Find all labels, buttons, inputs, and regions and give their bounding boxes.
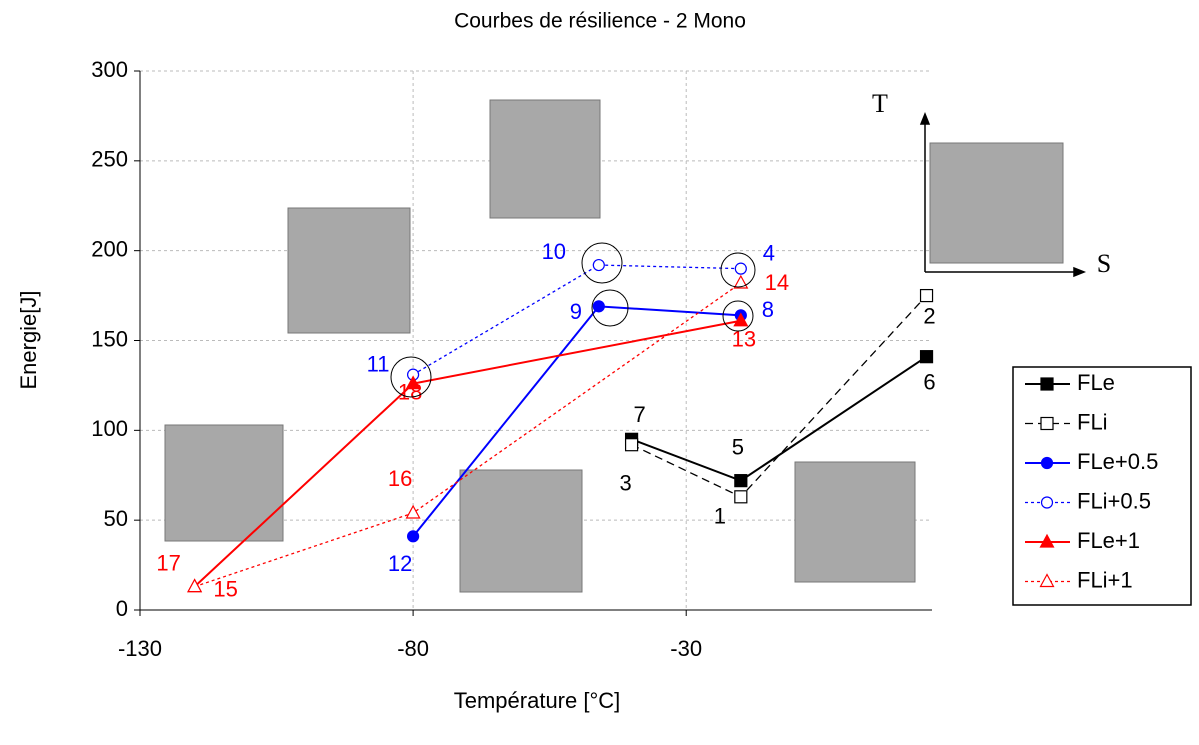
y-tick-label: 50 [104, 506, 128, 531]
point-label: 12 [388, 551, 412, 576]
point-label: 6 [923, 369, 935, 394]
point-label: 16 [388, 466, 412, 491]
highlight-circles [390, 242, 756, 398]
legend-entries: FLe FLi FLe+0.5 FLi+0.5 FLe+1 FLi+1 [1025, 370, 1158, 592]
point-label: 3 [619, 471, 631, 496]
specimen-image [459, 469, 583, 593]
specimen-image [929, 142, 1064, 264]
inset-label: T [872, 89, 888, 118]
marker [734, 262, 747, 275]
point-label: 14 [765, 270, 789, 295]
legend-label: FLi [1077, 409, 1108, 434]
point-label: 4 [763, 240, 775, 265]
point-label: 2 [923, 303, 935, 328]
marker [919, 350, 934, 364]
marker [407, 530, 420, 543]
specimen-image [164, 424, 284, 542]
highlight-circle [390, 356, 432, 398]
legend-marker [1040, 377, 1054, 391]
marker [187, 578, 203, 593]
legend-label: FLe+1 [1077, 528, 1140, 553]
point-label: 17 [156, 550, 180, 575]
arrow-head [919, 111, 931, 125]
specimen-image [489, 99, 601, 219]
y-axis-label: Energie[J] [16, 290, 41, 389]
point-label: 8 [762, 297, 774, 322]
marker [624, 438, 639, 452]
marker [733, 312, 749, 327]
marker [592, 258, 605, 272]
chart-title: Courbes de résilience - 2 Mono [454, 10, 746, 33]
x-axis-label: Température [°C] [454, 688, 621, 713]
point-label: 5 [732, 434, 744, 459]
specimen-image [794, 461, 916, 583]
legend-label: FLe+0.5 [1077, 449, 1158, 474]
arrow-head [1073, 266, 1087, 278]
x-tick-label: -80 [397, 636, 429, 661]
legend-label: FLi+0.5 [1077, 488, 1151, 513]
point-label: 1 [714, 504, 726, 529]
point-label: 11 [367, 351, 390, 376]
marker [734, 490, 748, 504]
legend-marker [1039, 533, 1055, 548]
legend-marker [1040, 416, 1054, 431]
marker [592, 300, 605, 313]
highlight-circle [720, 252, 756, 288]
y-tick-label: 150 [91, 326, 128, 351]
highlight-circle [581, 242, 623, 284]
legend-marker [1040, 496, 1054, 509]
marker [405, 375, 421, 390]
point-label: 18 [398, 379, 422, 404]
inset-axes [919, 111, 1087, 278]
y-tick-label: 0 [116, 596, 128, 621]
highlight-circle [722, 300, 754, 332]
x-tick-label: -30 [670, 636, 702, 661]
y-tick-label: 200 [91, 236, 128, 261]
marker [919, 288, 934, 303]
marker [733, 274, 749, 289]
marker [405, 504, 421, 519]
legend-label: FLi+1 [1077, 567, 1133, 592]
point-label: 7 [633, 402, 645, 427]
specimen-image [287, 207, 411, 334]
plot-area: 0 50 100 150 200 250 300 -130 -80 -30 [91, 57, 932, 661]
inset-label: S [1097, 249, 1111, 278]
legend-marker [1039, 573, 1055, 588]
specimen-images [164, 99, 1064, 593]
y-tick-label: 300 [91, 57, 128, 82]
point-label: 9 [570, 299, 582, 324]
legend [1012, 366, 1192, 606]
x-tick-label: -130 [118, 636, 162, 661]
highlight-circle [591, 289, 629, 327]
marker [734, 474, 748, 488]
point-label: 15 [213, 576, 237, 601]
y-tick-label: 250 [91, 147, 128, 172]
legend-label: FLe [1077, 370, 1115, 395]
y-tick-label: 100 [91, 416, 128, 441]
legend-marker [1040, 456, 1054, 470]
point-label: 10 [542, 239, 566, 264]
